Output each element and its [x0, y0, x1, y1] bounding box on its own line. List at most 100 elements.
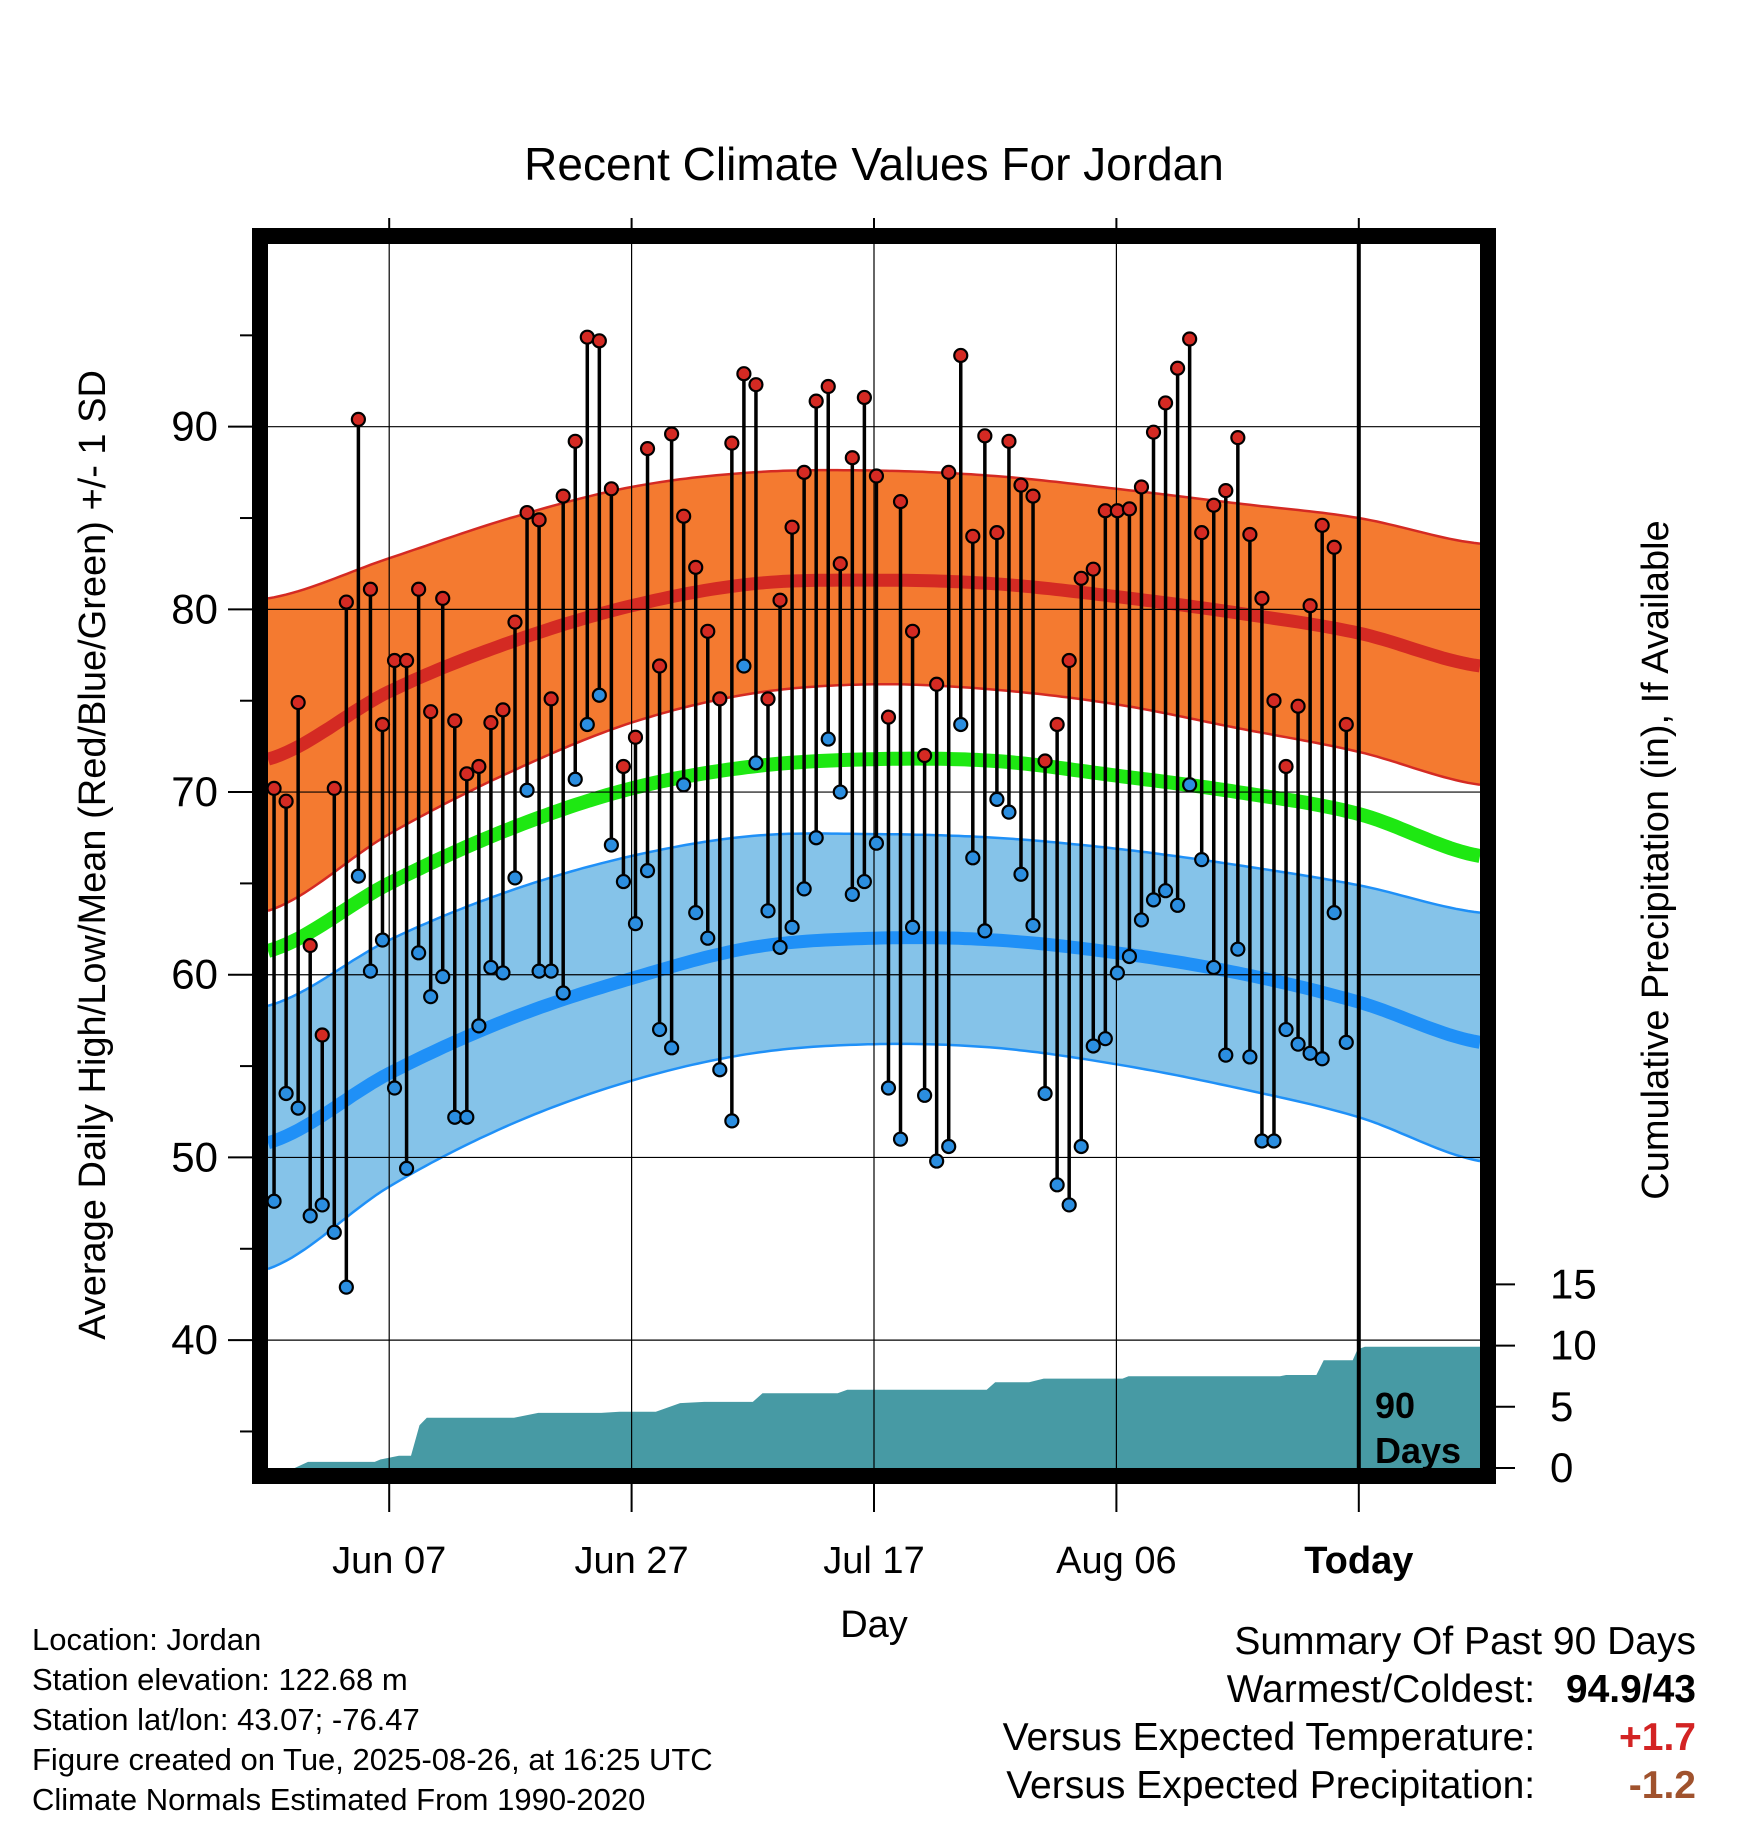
daily-high-point: [796, 464, 812, 480]
daily-low-point: [326, 1224, 342, 1240]
daily-low-point: [1302, 1045, 1318, 1061]
x-tick-label: Today: [1304, 1540, 1413, 1582]
daily-high-point: [483, 715, 499, 731]
daily-low-point: [1206, 959, 1222, 976]
daily-high-point: [435, 590, 451, 607]
daily-low-point: [965, 850, 981, 866]
daily-low-point: [555, 985, 571, 1001]
daily-high-point: [603, 481, 619, 497]
daily-low-point: [712, 1062, 728, 1078]
daily-high-point: [495, 702, 511, 718]
daily-high-point: [820, 378, 836, 395]
daily-low-point: [1182, 777, 1198, 793]
daily-high-point: [892, 493, 909, 510]
daily-high-point: [338, 594, 354, 610]
daily-low-point: [519, 782, 535, 798]
y-left-tick-label: 80: [171, 585, 218, 632]
daily-low-point: [1242, 1049, 1258, 1065]
y-right-tick-label: 0: [1550, 1444, 1573, 1491]
daily-low-point: [820, 731, 836, 747]
daily-high-point: [880, 709, 897, 725]
y-left-tick-label: 50: [171, 1133, 218, 1180]
daily-low-point: [868, 835, 885, 851]
daily-high-point: [736, 366, 752, 382]
daily-high-point: [1109, 503, 1125, 519]
daily-high-point: [844, 450, 860, 466]
daily-high-point: [567, 433, 583, 449]
daily-high-point: [278, 793, 294, 809]
daily-low-point: [435, 968, 451, 985]
daily-low-point: [772, 939, 788, 955]
summary-panel: Summary Of Past 90 Days Warmest/Coldest:…: [1003, 1618, 1696, 1810]
daily-high-point: [1025, 488, 1041, 504]
daily-low-point: [362, 963, 379, 979]
daily-high-point: [639, 441, 656, 457]
summary-temp-value: +1.7: [1619, 1716, 1696, 1759]
daily-low-point: [1049, 1177, 1065, 1193]
created-text: Figure created on Tue, 2025-08-26, at 16…: [32, 1742, 713, 1777]
daily-low-point: [338, 1279, 354, 1295]
daily-low-point: [989, 791, 1005, 807]
x-axis-ticks: Jun 07 Jun 27 Jul 17 Aug 06 Today: [332, 218, 1413, 1582]
daily-high-point: [953, 347, 969, 364]
daily-high-point: [1157, 395, 1174, 411]
latlon-text: Station lat/lon: 43.07; -76.47: [32, 1702, 420, 1737]
daily-high-point: [1302, 598, 1318, 614]
x-tick-label: Jun 27: [575, 1540, 689, 1582]
summary-warmest-label: Warmest/Coldest:: [1226, 1668, 1536, 1711]
daily-low-point: [977, 923, 993, 939]
daily-high-point: [772, 592, 788, 608]
normals-note-text: Climate Normals Estimated From 1990-2020: [32, 1782, 646, 1817]
y-right-tick-label: 15: [1550, 1260, 1597, 1307]
daily-high-point: [989, 525, 1005, 541]
daily-high-point: [1001, 433, 1017, 449]
daily-high-point: [748, 377, 764, 393]
daily-high-point: [374, 716, 391, 733]
x-tick-label: Aug 06: [1056, 1540, 1176, 1582]
daily-low-point: [844, 886, 860, 902]
daily-high-point: [1182, 331, 1198, 347]
daily-low-point: [651, 1021, 668, 1038]
y-right-tick-label: 10: [1550, 1322, 1597, 1369]
daily-high-point: [1278, 758, 1294, 775]
daily-high-point: [1290, 698, 1306, 714]
daily-low-point: [904, 919, 921, 935]
daily-high-point: [543, 691, 559, 707]
daily-low-point: [1037, 1085, 1053, 1102]
daily-low-point: [832, 784, 848, 800]
daily-low-point: [1085, 1038, 1101, 1054]
daily-high-point: [1133, 479, 1150, 495]
y-right-tick-label: 5: [1550, 1383, 1573, 1430]
x-tick-label: Jun 07: [332, 1540, 446, 1582]
daily-high-point: [917, 747, 933, 764]
daily-low-point: [892, 1131, 909, 1147]
daily-low-point: [1061, 1197, 1077, 1213]
daily-high-point: [268, 780, 282, 797]
daily-low-point: [639, 863, 656, 879]
summary-precip-value: -1.2: [1628, 1764, 1696, 1807]
daily-low-point: [941, 1138, 957, 1155]
daily-low-point: [423, 989, 439, 1005]
daily-high-point: [977, 428, 993, 444]
daily-high-point: [591, 333, 607, 349]
daily-high-point: [1037, 753, 1053, 769]
daily-low-point: [1097, 1031, 1113, 1047]
daily-low-point: [736, 658, 752, 674]
daily-low-point: [1170, 897, 1186, 913]
summary-temp-label: Versus Expected Temperature:: [1002, 1716, 1536, 1759]
daily-low-point: [398, 1160, 415, 1176]
x-tick-label: Jul 17: [823, 1540, 924, 1582]
daily-high-point: [290, 694, 306, 711]
daily-low-point: [664, 1040, 680, 1056]
y-left-tick-label: 70: [171, 768, 218, 815]
daily-high-point: [447, 713, 463, 729]
daily-low-point: [688, 905, 704, 921]
daily-high-point: [651, 658, 668, 674]
summary-precip-label: Versus Expected Precipitation:: [1006, 1764, 1536, 1807]
daily-low-point: [543, 963, 559, 979]
daily-low-point: [1157, 883, 1174, 899]
summary-temp-row: Versus Expected Temperature: +1.7: [1003, 1714, 1696, 1762]
daily-high-point: [904, 623, 921, 639]
daily-high-point: [398, 652, 415, 669]
plot-area: [252, 228, 1496, 1484]
